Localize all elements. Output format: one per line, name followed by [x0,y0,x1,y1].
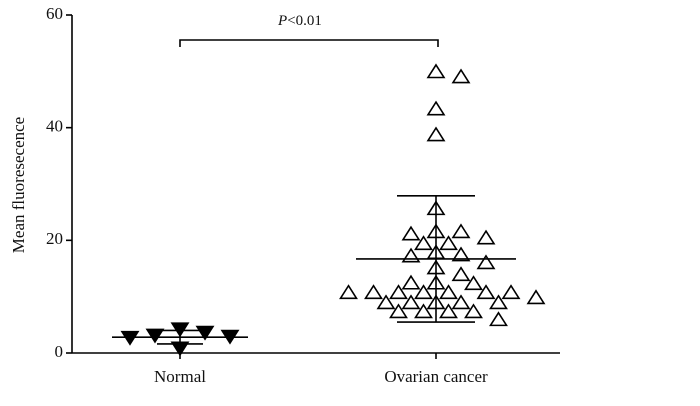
data-point [451,294,471,310]
data-point [145,328,165,344]
data-point [476,254,496,270]
data-point [426,126,446,142]
data-point [414,284,433,300]
y-tick-label: 40 [46,117,63,136]
y-tick-label: 20 [46,229,63,248]
y-tick-label: 0 [55,342,64,361]
data-point [389,303,408,319]
data-point [489,294,508,310]
data-point [439,303,458,319]
y-axis-label: Mean fluoresecence [9,117,28,253]
data-point [401,274,421,290]
data-point [389,284,408,300]
data-point [526,289,546,305]
data-point [401,225,421,241]
data-point [501,284,521,300]
significance-bracket [179,39,439,47]
data-point [489,311,508,327]
data-point [451,266,471,282]
data-point [476,229,496,245]
data-point [451,68,471,84]
data-point [451,223,471,239]
data-point [439,284,458,300]
data-point [170,322,190,338]
significance-label: P<0.01 [277,13,322,29]
data-point [339,284,358,300]
data-point [439,235,458,251]
data-point [364,284,383,300]
data-point [426,100,446,116]
y-tick-label: 60 [46,4,63,23]
x-tick-label: Ovarian cancer [384,367,488,386]
data-point [401,294,421,310]
data-point [414,235,433,251]
data-point [464,303,483,319]
data-point [376,294,396,310]
x-tick-label: Normal [154,367,206,386]
data-point [401,247,421,263]
data-point [426,63,446,79]
data-point [464,275,483,291]
data-point [414,303,433,319]
data-point [451,246,471,262]
data-point [476,284,496,300]
